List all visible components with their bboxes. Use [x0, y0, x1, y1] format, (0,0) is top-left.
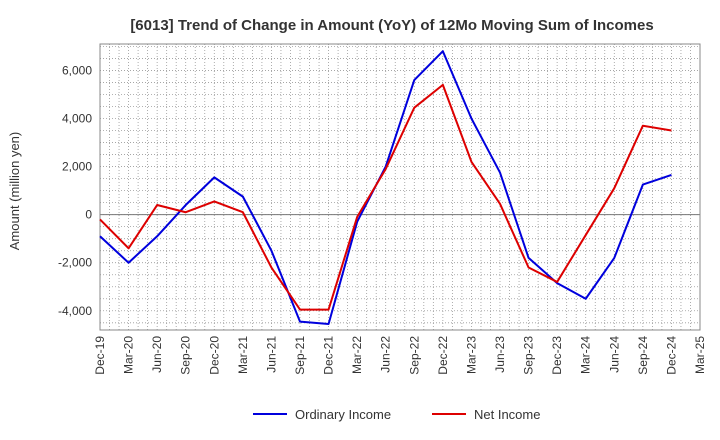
x-tick-label: Sep-24: [636, 336, 650, 375]
legend-label-net-income: Net Income: [474, 407, 540, 422]
x-tick-label: Sep-20: [179, 336, 193, 375]
x-tick-label: Mar-20: [122, 336, 136, 374]
legend-label-ordinary-income: Ordinary Income: [295, 407, 391, 422]
series-lines: [99, 50, 672, 325]
x-tick-label: Dec-21: [322, 336, 336, 375]
x-tick-label: Jun-21: [264, 336, 278, 373]
x-tick-label: Mar-21: [236, 336, 250, 374]
x-tick-label: Mar-24: [579, 336, 593, 374]
x-tick-label: Jun-22: [379, 336, 393, 373]
x-tick-label: Mar-25: [693, 336, 707, 374]
grid: [99, 44, 700, 330]
x-tick-label: Dec-22: [436, 336, 450, 375]
x-tick-label: Sep-21: [293, 336, 307, 375]
y-tick-label: 6,000: [62, 63, 92, 77]
series-line-net-income: [99, 83, 672, 311]
y-tick-label: -4,000: [58, 304, 92, 318]
x-tick-label: Jun-23: [493, 336, 507, 373]
x-tick-label: Dec-24: [664, 336, 678, 375]
y-tick-label: -2,000: [58, 256, 92, 270]
x-tick-label: Jun-24: [607, 336, 621, 373]
x-tick-label: Sep-22: [407, 336, 421, 375]
legend: Ordinary Income Net Income: [253, 407, 540, 422]
x-tick-label: Jun-20: [150, 336, 164, 373]
x-tick-label: Sep-23: [522, 336, 536, 375]
x-tick-label: Mar-22: [350, 336, 364, 374]
x-tick-label: Dec-19: [93, 336, 107, 375]
y-tick-label: 4,000: [62, 112, 92, 126]
plot-area: [99, 43, 701, 331]
x-tick-label: Dec-23: [550, 336, 564, 375]
y-axis-label: Amount (million yen): [7, 132, 22, 251]
x-tick-label: Dec-20: [207, 336, 221, 375]
y-tick-label: 0: [85, 208, 92, 222]
y-axis-ticks: -4,000 -2,000 0 2,000 4,000 6,000: [58, 63, 92, 317]
x-axis-ticks: Dec-19 Mar-20 Jun-20 Sep-20 Dec-20 Mar-21 Jun-…: [93, 336, 707, 375]
x-tick-label: Mar-23: [464, 336, 478, 374]
chart-title: [6013] Trend of Change in Amount (YoY) o…: [130, 17, 653, 34]
series-line-ordinary-income: [99, 50, 672, 325]
y-tick-label: 2,000: [62, 160, 92, 174]
